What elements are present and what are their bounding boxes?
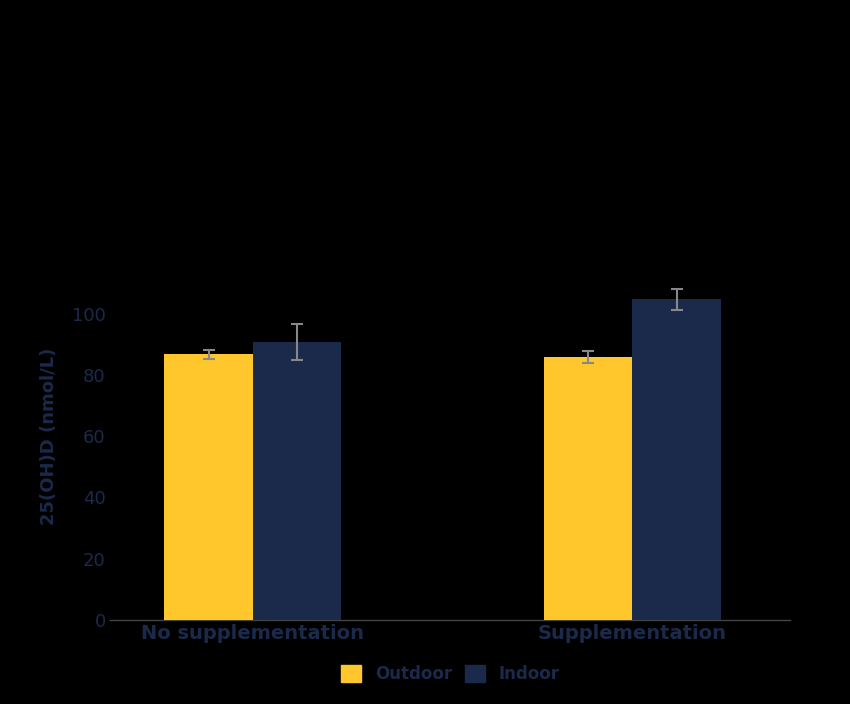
Legend: Outdoor, Indoor: Outdoor, Indoor [333, 657, 568, 692]
Y-axis label: 25(OH)D (nmol/L): 25(OH)D (nmol/L) [40, 348, 58, 525]
Bar [252, 342, 342, 620]
Bar [544, 357, 632, 620]
Bar [164, 354, 252, 620]
Bar [632, 299, 721, 620]
